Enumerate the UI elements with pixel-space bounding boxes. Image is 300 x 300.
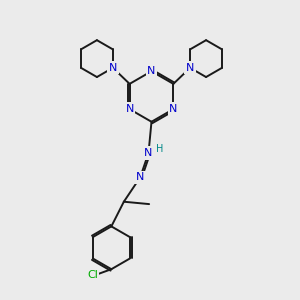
Text: N: N (109, 63, 117, 73)
Text: N: N (169, 104, 178, 114)
Text: N: N (125, 104, 134, 114)
Text: N: N (136, 172, 144, 182)
Text: N: N (186, 63, 194, 73)
Text: H: H (156, 144, 164, 154)
Text: N: N (144, 148, 153, 158)
Text: N: N (147, 66, 156, 76)
Text: Cl: Cl (87, 270, 98, 280)
